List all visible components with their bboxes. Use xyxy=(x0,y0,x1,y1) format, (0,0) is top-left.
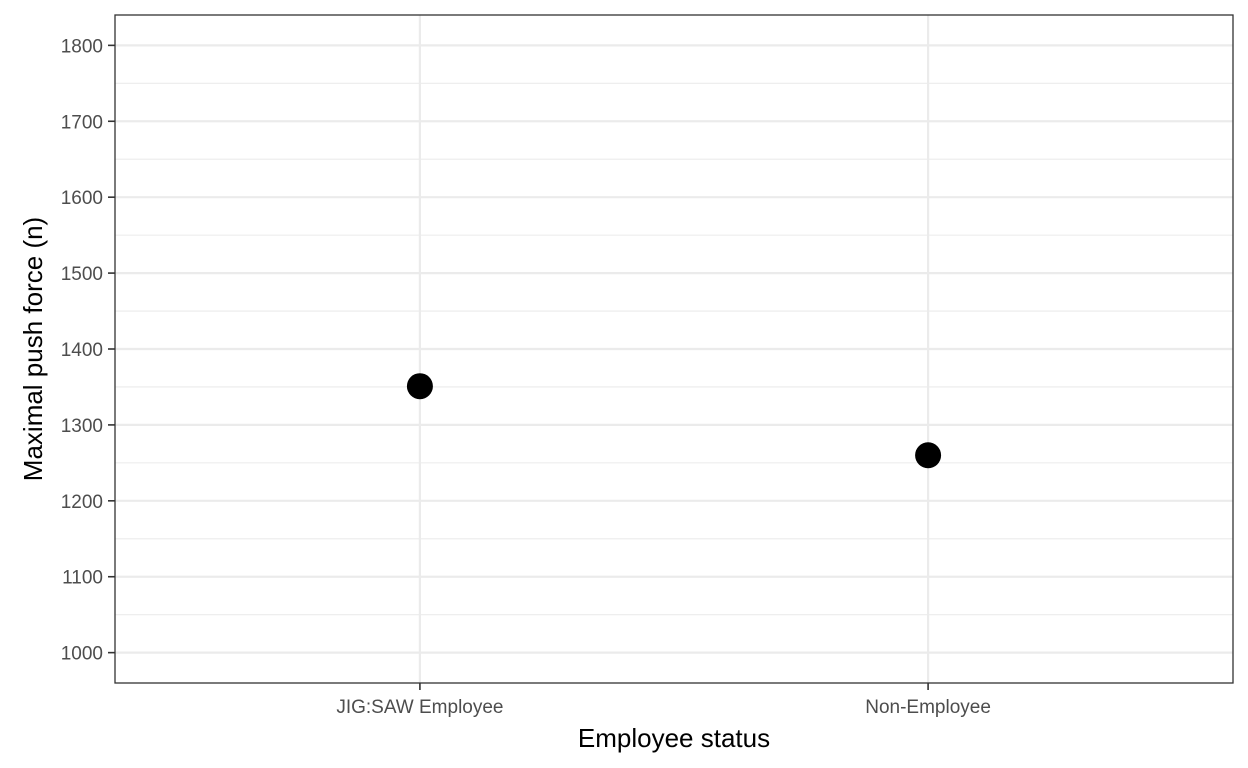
grid-minor xyxy=(115,82,1233,616)
y-tick-label: 1100 xyxy=(62,568,103,589)
grid-major xyxy=(115,15,1233,683)
x-tick-label: Non-Employee xyxy=(865,697,991,718)
y-tick-label: 1000 xyxy=(61,644,103,665)
axis-ticks xyxy=(108,44,929,690)
y-tick-label: 1400 xyxy=(61,340,103,361)
y-tick-label: 1300 xyxy=(61,416,103,437)
y-tick-label: 1800 xyxy=(61,36,103,57)
y-tick-label: 1500 xyxy=(61,264,103,285)
y-tick-label: 1600 xyxy=(61,188,103,209)
y-tick-label: 1700 xyxy=(61,112,103,133)
x-tick-labels: JIG:SAW Employee Non-Employee xyxy=(336,697,991,718)
y-tick-label: 1200 xyxy=(61,492,103,513)
y-tick-labels: 1000 1100 1200 1300 1400 1500 1600 1700 1800 xyxy=(61,36,103,664)
data-point xyxy=(406,373,433,400)
x-tick-label: JIG:SAW Employee xyxy=(336,697,503,718)
x-axis-title: Employee status xyxy=(578,723,770,753)
data-point xyxy=(915,442,942,469)
y-axis-title: Maximal push force (n) xyxy=(18,217,48,481)
data-points xyxy=(406,373,942,469)
